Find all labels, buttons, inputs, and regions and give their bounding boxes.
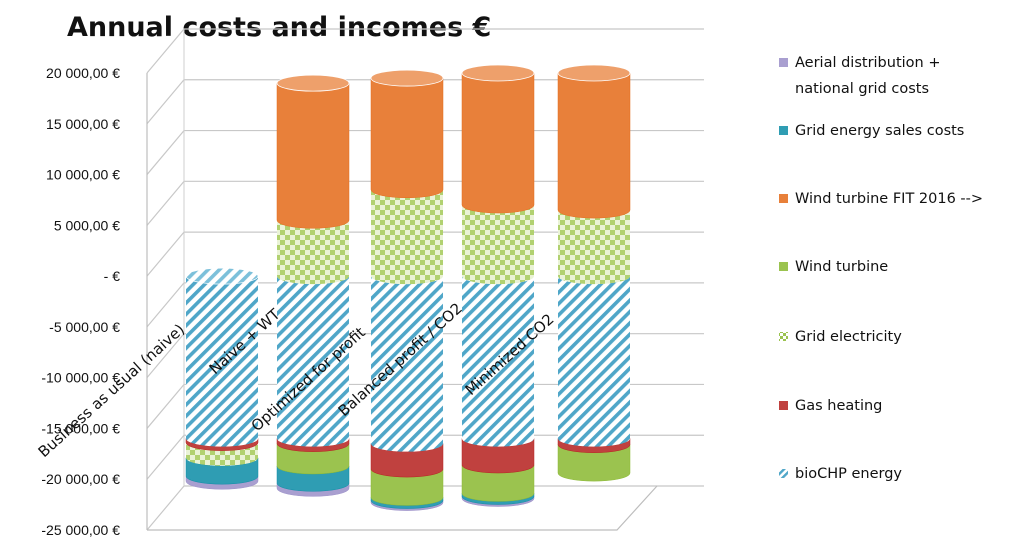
- legend-item: Aerial distribution + national grid costs: [779, 55, 941, 97]
- legend-label: Wind turbine FIT 2016 -->: [795, 191, 983, 207]
- bar-stack: [370, 69, 444, 511]
- legend-swatch: [779, 332, 788, 341]
- y-tick-label: 20 000,00 €: [46, 65, 120, 81]
- legend-item: Grid electricity: [779, 329, 902, 345]
- bar-segment: [370, 78, 444, 199]
- bar-stack: [461, 64, 535, 507]
- bar-segment: [186, 442, 258, 466]
- y-axis-tick-labels: 20 000,00 € 15 000,00 € 10 000,00 € 5 000,0…: [41, 65, 120, 538]
- legend-item: Gas heating: [779, 398, 882, 414]
- legend-item: Wind turbine FIT 2016 -->: [779, 191, 983, 207]
- legend-swatch: [779, 401, 788, 410]
- legend-item: bioCHP energy: [779, 466, 902, 482]
- bar-segment: [461, 72, 535, 214]
- bar-top-cap: [185, 267, 259, 285]
- bar-segment: [276, 83, 350, 229]
- legend: Aerial distribution + national grid costs…: [779, 55, 983, 482]
- legend-label: national grid costs: [795, 81, 929, 97]
- legend-label: bioCHP energy: [795, 466, 902, 482]
- bar-segment: [371, 189, 443, 285]
- legend-swatch: [779, 262, 788, 271]
- legend-item: Wind turbine: [779, 259, 888, 275]
- legend-swatch: [779, 194, 788, 203]
- y-tick-label: -25 000,00 €: [41, 522, 120, 538]
- bar-segment: [558, 276, 630, 447]
- legend-label: Aerial distribution +: [795, 55, 941, 71]
- bar-top-cap: [557, 64, 631, 82]
- legend-swatch: [779, 469, 788, 478]
- bar-segment: [186, 276, 258, 447]
- legend-label: Grid energy sales costs: [795, 123, 964, 139]
- bar-segment: [277, 276, 349, 447]
- legend-label: Wind turbine: [795, 259, 888, 275]
- legend-label: Grid electricity: [795, 329, 902, 345]
- bar-segment: [558, 210, 630, 285]
- chart-title: Annual costs and incomes €: [67, 12, 491, 43]
- bar-stack: [276, 74, 350, 497]
- y-tick-label: -15 000,00 €: [41, 420, 120, 436]
- bar-top-cap: [276, 74, 350, 92]
- legend-item: Grid energy sales costs: [779, 123, 964, 139]
- bar-top-cap: [370, 69, 444, 87]
- bar-segment: [277, 220, 349, 285]
- bar-segment: [557, 72, 631, 219]
- y-tick-label: -20 000,00 €: [41, 471, 120, 487]
- floor-edge: [147, 485, 658, 531]
- bar-top-cap: [461, 64, 535, 82]
- bar-stack: [557, 64, 631, 482]
- y-tick-label: -10 000,00 €: [41, 370, 120, 386]
- bar-segment: [371, 276, 443, 452]
- y-tick-label: 10 000,00 €: [46, 167, 120, 183]
- y-tick-label: 5 000,00 €: [54, 217, 120, 233]
- category-label: Business as usual (naive): [35, 320, 188, 461]
- y-tick-label: -5 000,00 €: [49, 319, 120, 335]
- bar-segment: [462, 205, 534, 285]
- legend-label: Gas heating: [795, 398, 882, 414]
- y-tick-label: 15 000,00 €: [46, 116, 120, 132]
- bars: [185, 64, 631, 511]
- bar-stack: [185, 267, 259, 490]
- bar-segment: [462, 276, 534, 447]
- legend-swatch: [779, 126, 788, 135]
- y-tick-label: - €: [104, 268, 121, 284]
- legend-swatch: [779, 58, 788, 67]
